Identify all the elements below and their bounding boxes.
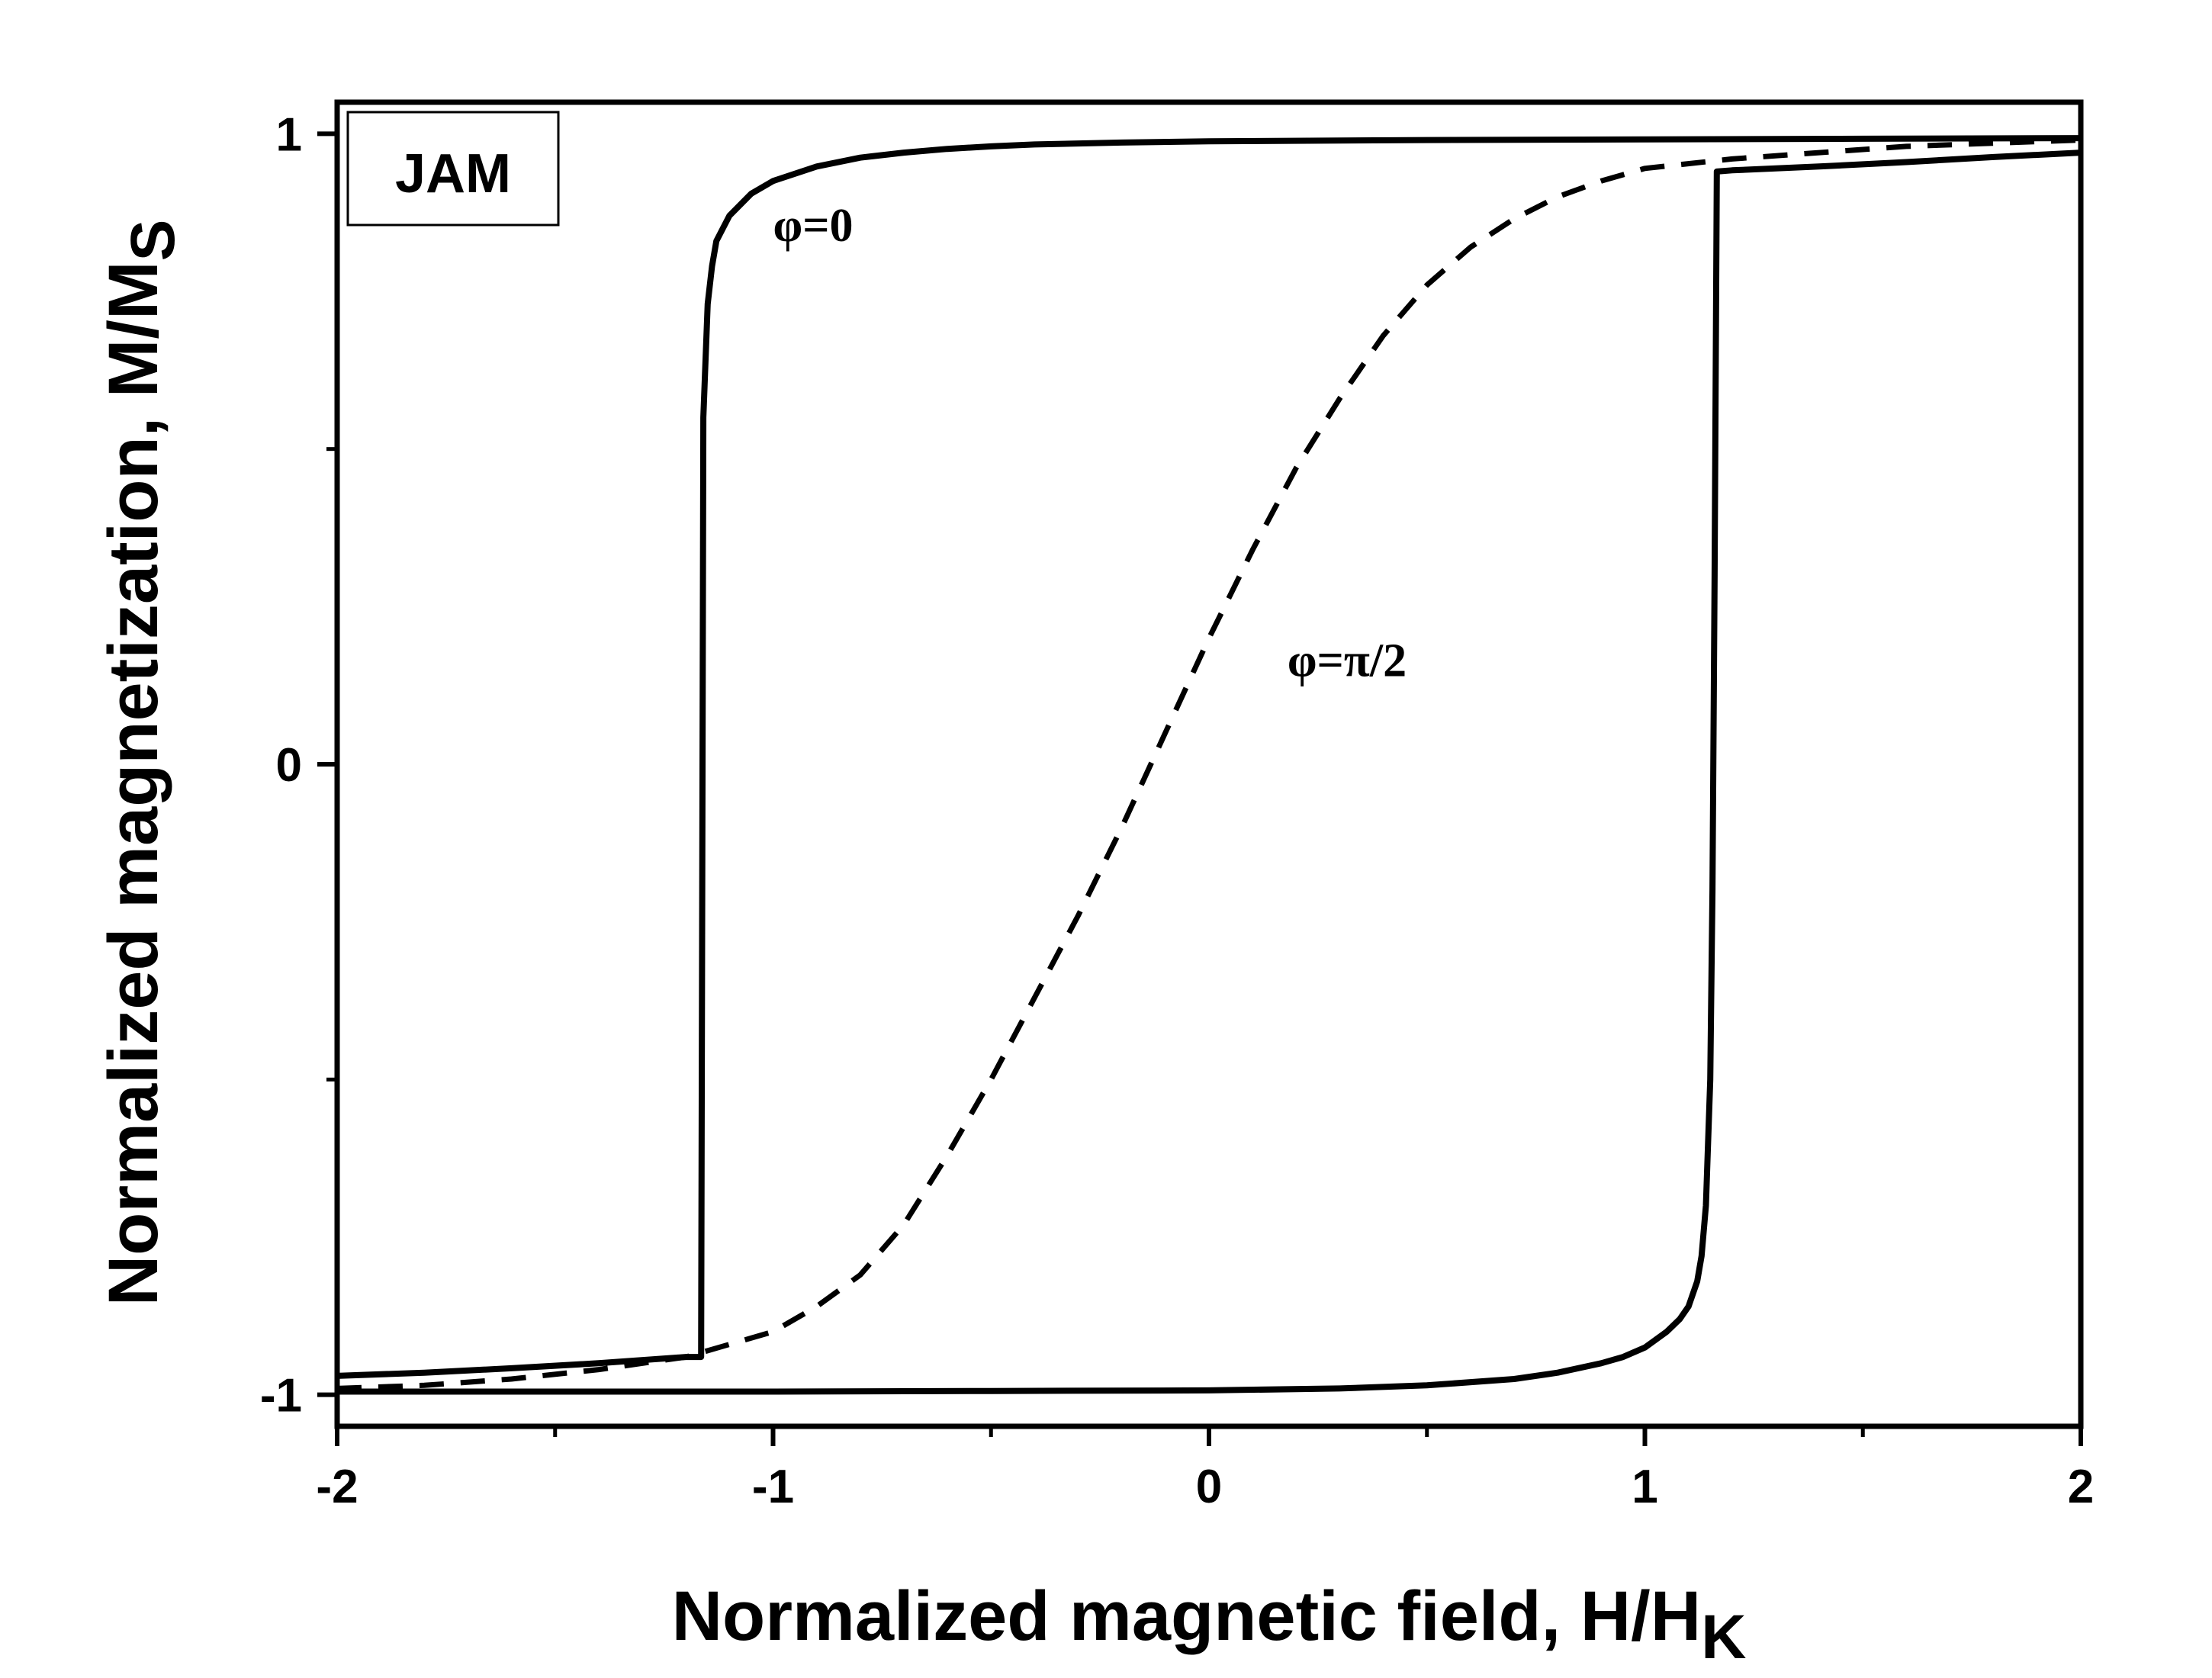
plot-frame: [334, 99, 2084, 1429]
x-axis-title-main: Normalized magnetic field, H/H: [672, 1577, 1702, 1655]
curve-dashed-segment-0: [336, 137, 2082, 1391]
annotation-phi-pi-2: φ=π/2: [1288, 635, 1407, 686]
y-axis-title: Normalized magnetization, M/MS: [95, 220, 188, 1307]
curves-layer: [336, 135, 2082, 1395]
x-tick-label: -1: [752, 1461, 794, 1513]
y-tick-label: 0: [276, 739, 302, 792]
y-axis-title-main: Normalized magnetization, M/M: [95, 261, 172, 1306]
x-tick-label: 1: [1632, 1461, 1657, 1513]
ticks-layer: [317, 131, 2083, 1446]
y-tick-label: -1: [260, 1370, 302, 1422]
y-tick-label: 1: [276, 108, 302, 161]
jam-box-frame: [346, 111, 560, 227]
jam-label: JAM: [395, 143, 511, 204]
x-axis-title-subscript: K: [1701, 1602, 1746, 1672]
annotations-layer: φ=0 φ=π/2: [773, 200, 1407, 686]
curve-solid-segment-0: [336, 135, 2082, 1379]
x-tick-label: 2: [2068, 1461, 2094, 1513]
x-axis-title: Normalized magnetic field, H/HK: [672, 1577, 1747, 1672]
jam-label-box: JAM: [346, 111, 560, 227]
curve-solid-segment-1: [337, 149, 2082, 1395]
tick-labels-layer: -2 -1 0 1 2 -1 0 1: [260, 108, 2094, 1513]
x-tick-label: 0: [1196, 1461, 1222, 1513]
annotation-phi-0: φ=0: [773, 200, 854, 252]
x-tick-label: -2: [316, 1461, 358, 1513]
y-axis-title-subscript: S: [118, 220, 188, 262]
